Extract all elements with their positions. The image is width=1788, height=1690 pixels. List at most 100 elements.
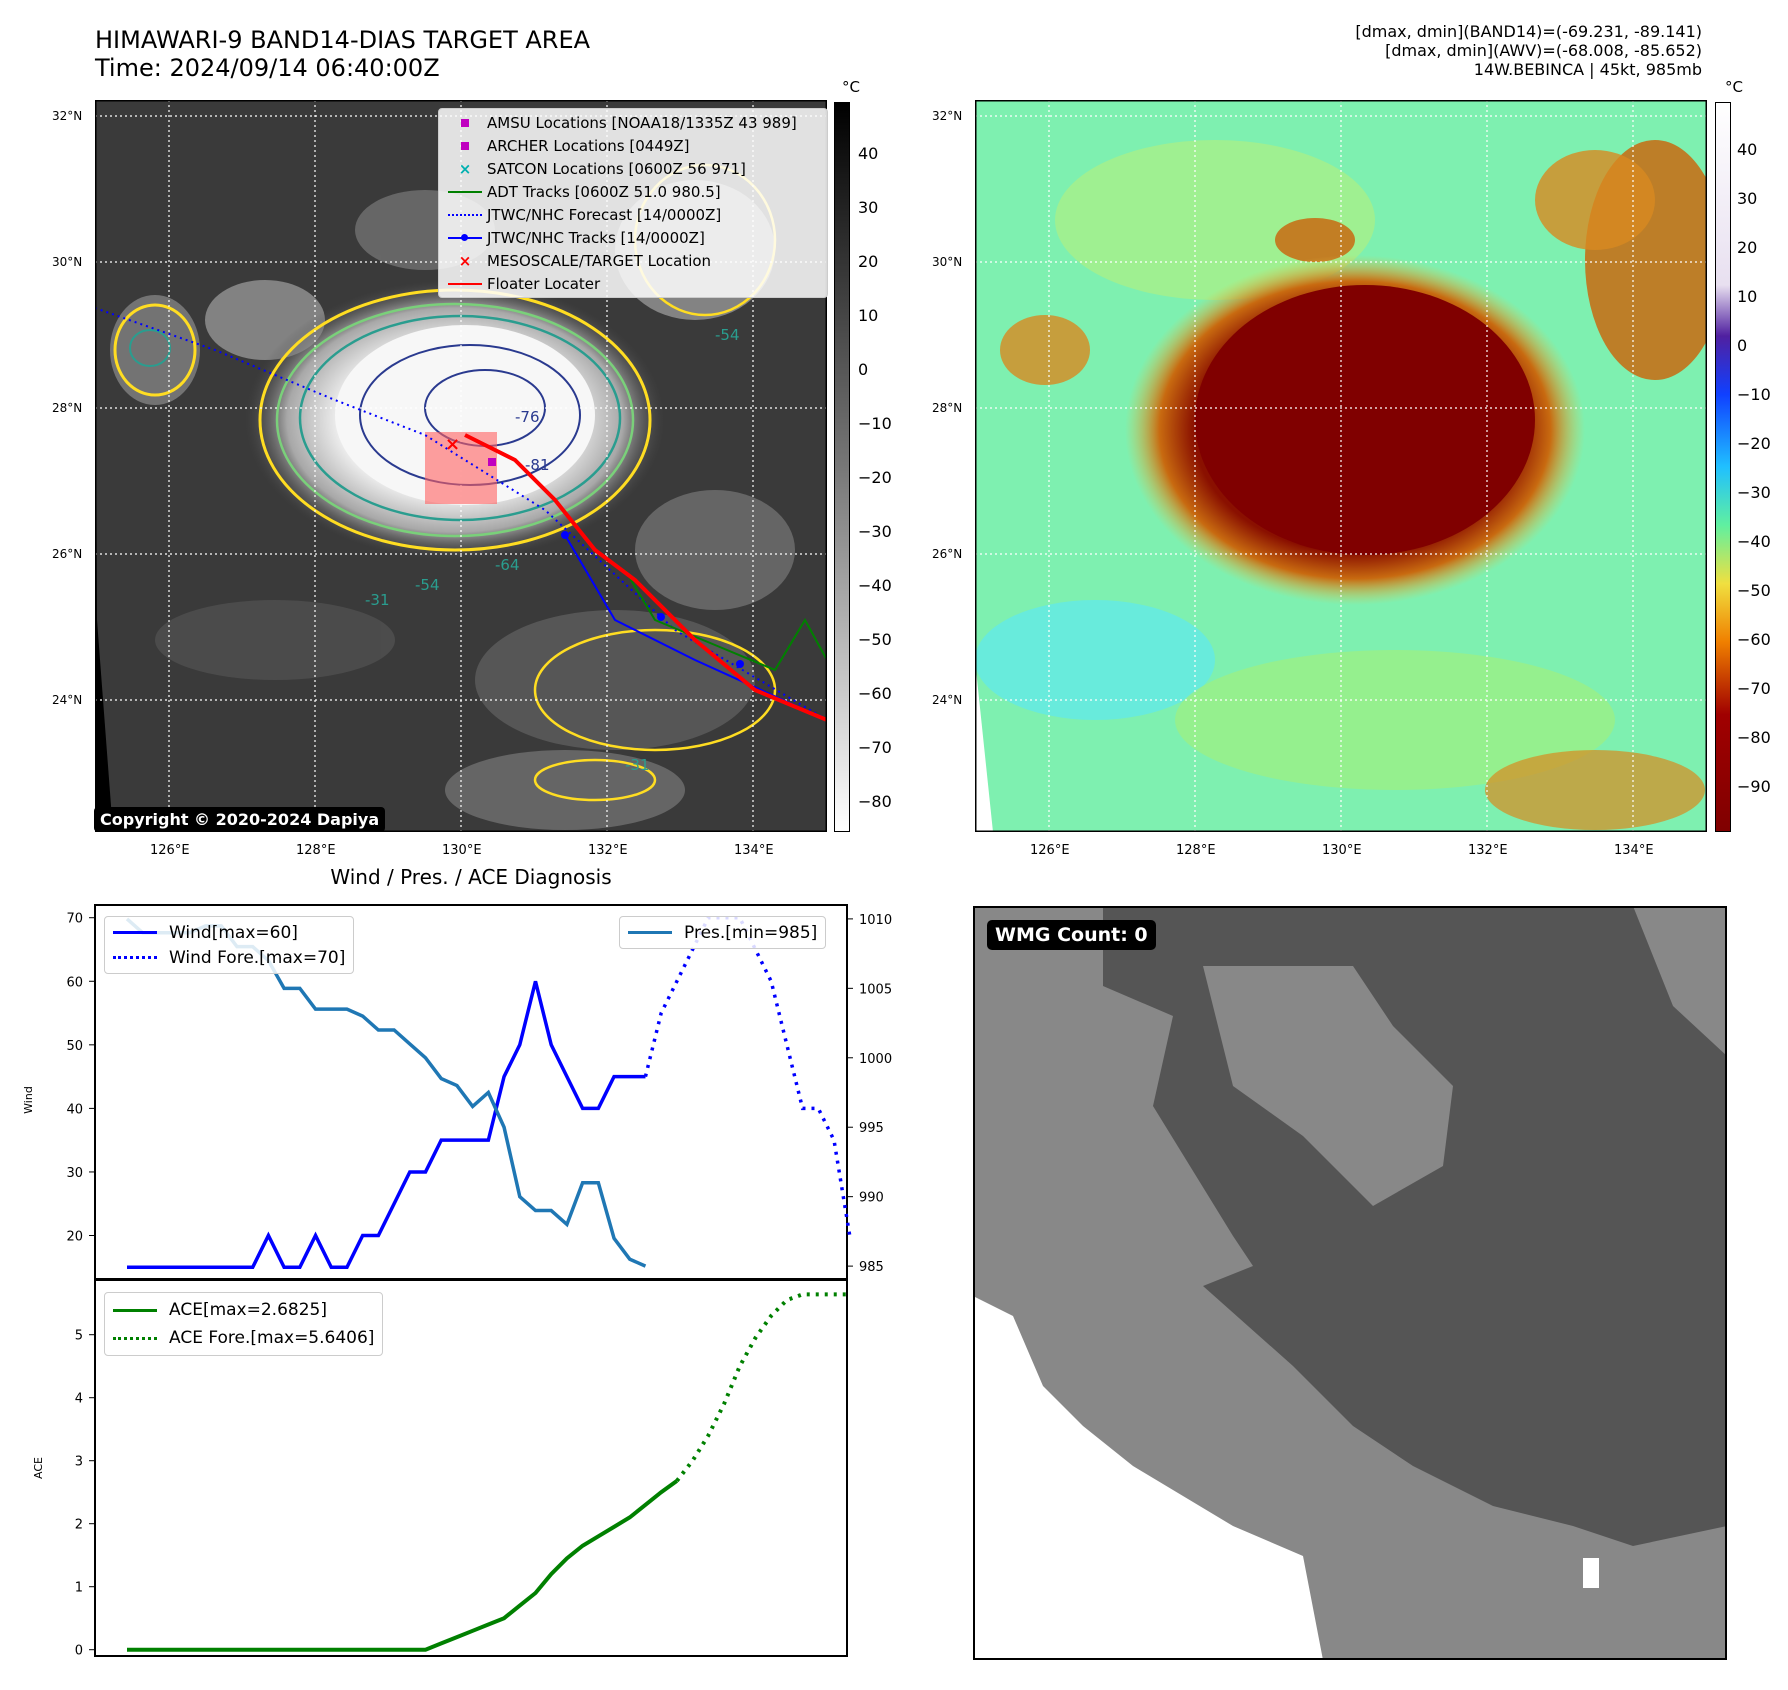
wind-line <box>127 980 646 1270</box>
title-line-2: Time: 2024/09/14 06:40:00Z <box>95 54 440 82</box>
colorbar-tick: 40 <box>1737 140 1758 159</box>
contour-label: -76 <box>515 408 540 426</box>
contour-west-inner <box>129 329 171 367</box>
main-title: HIMAWARI-9 BAND14-DIAS TARGET AREA Time:… <box>95 26 590 82</box>
colorbar-tick: 10 <box>1737 287 1758 306</box>
wmg-light-patch <box>1203 966 1453 1206</box>
wmg-light-field <box>973 906 1727 1660</box>
lon-label: 134°E <box>1614 843 1654 858</box>
lat-label: 24°N <box>52 693 83 707</box>
legend-label: ACE[max=2.6825] <box>169 1300 327 1320</box>
lat-label: 28°N <box>932 401 963 415</box>
contour-teal <box>298 314 622 522</box>
contour-se <box>533 628 777 752</box>
legend-item-jtwc-forecast: JTWC/NHC Forecast [14/0000Z] <box>443 203 823 226</box>
colorbar-tick: −20 <box>1737 434 1771 453</box>
y-axis-label: ACE <box>32 1457 45 1479</box>
colorbar-tick: 30 <box>1737 189 1758 208</box>
line-icon <box>448 190 482 193</box>
awv-storm-center <box>1195 285 1535 555</box>
wind-plot-frame <box>94 904 848 1281</box>
jtwc-forecast-line <box>95 307 827 721</box>
x-marker-icon: × <box>458 251 472 270</box>
colorbar-tick: −70 <box>858 738 892 757</box>
contour-labels: -76 -81 -64 -54 -31 -31 -54 <box>365 326 740 774</box>
line-icon <box>448 282 482 285</box>
y-tick-label: 2 <box>75 1518 83 1533</box>
copyright-badge: Copyright © 2020-2024 Dapiya <box>94 807 386 832</box>
wmg-count-badge: WMG Count: 0 <box>987 920 1156 950</box>
contour-label: -54 <box>715 326 740 344</box>
wmg-light-patch <box>1633 906 1727 1056</box>
legend-item-ace-forecast: ACE Fore.[max=5.6406] <box>113 1324 374 1352</box>
colorbar-tick: −30 <box>858 522 892 541</box>
wmg-frame <box>973 906 1727 1660</box>
colorbar-tick: 0 <box>1737 336 1748 355</box>
y-tick-label: 40 <box>66 1102 83 1117</box>
legend-item-archer: ARCHER Locations [0449Z] <box>443 134 823 157</box>
ace-forecast-line <box>675 1292 850 1483</box>
colorbar-tick: 30 <box>858 198 879 217</box>
legend-item-floater: Floater Locater <box>443 272 823 295</box>
y-tick-label: 4 <box>75 1392 83 1407</box>
jtwc-track-line <box>564 534 827 721</box>
dotted-line-icon <box>113 956 157 959</box>
y-tick-label: 50 <box>66 1039 83 1054</box>
awv-moisture-field <box>975 140 1707 830</box>
legend-item-mesoscale: × MESOSCALE/TARGET Location <box>443 249 823 272</box>
colorbar-tick: 40 <box>858 144 879 163</box>
lat-label: 32°N <box>52 109 83 123</box>
awv-map-frame <box>975 100 1707 832</box>
title-line-1: HIMAWARI-9 BAND14-DIAS TARGET AREA <box>95 26 591 54</box>
contour-label: -81 <box>525 456 550 474</box>
lon-label: 130°E <box>442 843 482 858</box>
contour-s <box>533 758 657 802</box>
y-tick-label: 70 <box>66 912 83 927</box>
ir-map-frame <box>95 100 827 832</box>
legend-label: ARCHER Locations [0449Z] <box>487 136 690 155</box>
dotted-line-icon <box>113 1336 157 1340</box>
y-tick-label: 5 <box>75 1329 83 1344</box>
awv-map-grid <box>975 100 1707 832</box>
colorbar-tick: −40 <box>1737 532 1771 551</box>
legend-label: ACE Fore.[max=5.6406] <box>169 1328 375 1348</box>
colorbar-unit: °C <box>842 78 860 96</box>
colorbar-tick: 0 <box>858 360 869 379</box>
contour-label: -31 <box>625 756 650 774</box>
y-tick-label: 20 <box>66 1230 83 1245</box>
track-point <box>561 531 569 539</box>
legend-label: AMSU Locations [NOAA18/1335Z 43 989] <box>487 113 797 132</box>
wind-legend: Wind[max=60] Wind Fore.[max=70] <box>104 916 355 974</box>
lon-label: 130°E <box>1322 843 1362 858</box>
colorbar-tick: −30 <box>1737 483 1771 502</box>
x-marker-icon: × <box>458 159 472 178</box>
y-tick-label: 0 <box>75 1644 83 1659</box>
colorbar-tick: −20 <box>858 468 892 487</box>
y2-tick-label: 985 <box>859 1260 884 1275</box>
stats-header: [dmax, dmin](BAND14)=(-69.231, -89.141) … <box>1355 22 1702 79</box>
legend-label: Floater Locater <box>487 274 601 293</box>
legend-item-satcon: × SATCON Locations [0600Z 56 971] <box>443 157 823 180</box>
colorbar-tick: −70 <box>1737 679 1771 698</box>
colorbar-unit: °C <box>1725 78 1743 96</box>
colorbar-tick: −80 <box>858 792 892 811</box>
ace-line <box>127 1479 679 1652</box>
colorbar-tick: 20 <box>858 252 879 271</box>
colorbar-tick: −60 <box>1737 630 1771 649</box>
no-data-edge <box>95 100 113 832</box>
legend-label: MESOSCALE/TARGET Location <box>487 251 712 270</box>
colorbar-tick: −10 <box>858 414 892 433</box>
lon-label: 128°E <box>1176 843 1216 858</box>
lon-label: 126°E <box>150 843 190 858</box>
pressure-legend: Pres.[min=985] <box>619 916 827 949</box>
colorbar-tick: 10 <box>858 306 879 325</box>
lat-label: 30°N <box>932 255 963 269</box>
contour-green <box>275 302 635 538</box>
floater-locater-line <box>464 433 827 722</box>
legend-item-jtwc-tracks: JTWC/NHC Tracks [14/0000Z] <box>443 226 823 249</box>
lon-label: 134°E <box>734 843 774 858</box>
colorbar-tick: −50 <box>858 630 892 649</box>
lon-label: 132°E <box>588 843 628 858</box>
lat-label: 26°N <box>52 547 83 561</box>
adt-track-line <box>624 569 827 672</box>
